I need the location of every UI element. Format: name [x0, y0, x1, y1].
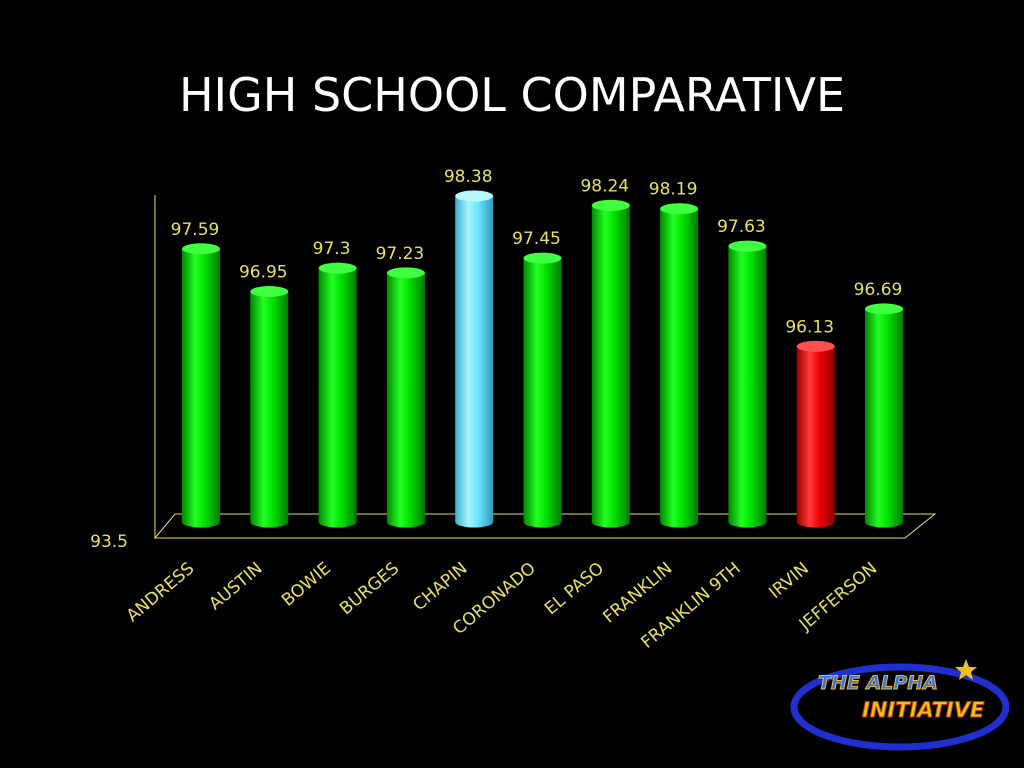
data-label: 98.24	[580, 176, 629, 196]
x-tick-label: BURGES	[336, 559, 403, 620]
chart-value-labels: 97.59 96.95 97.3 97.23 98.38 97.45 98.24 98.19 9…	[171, 167, 903, 337]
bar	[455, 190, 494, 528]
x-tick-label: CHAPIN	[409, 559, 471, 616]
x-tick-label: BOWIE	[278, 559, 335, 611]
y-tick-label: 93.5	[90, 532, 128, 552]
bar	[865, 303, 903, 528]
chart-floor	[153, 513, 937, 539]
bar	[250, 286, 289, 528]
bar	[728, 240, 767, 528]
data-label: 96.95	[239, 263, 288, 283]
x-tick-label: ANDRESS	[123, 559, 198, 627]
x-tick-label: IRVIN	[765, 559, 813, 603]
logo-line1: THE ALPHA	[818, 672, 938, 694]
bar	[523, 252, 562, 528]
chart-title: HIGH SCHOOL COMPARATIVE	[178, 68, 846, 122]
alpha-initiative-logo: THE ALPHA INITIATIVE	[790, 659, 1010, 751]
data-label: 96.13	[785, 317, 834, 337]
data-label: 98.38	[444, 167, 493, 187]
logo-line2: INITIATIVE	[862, 698, 985, 722]
bar	[660, 203, 699, 528]
bar	[796, 340, 835, 528]
data-label: 97.23	[376, 244, 425, 264]
bar	[386, 267, 425, 528]
data-label: 97.63	[717, 217, 766, 237]
data-label: 97.45	[512, 229, 561, 249]
x-tick-label: AUSTIN	[205, 559, 266, 615]
data-label: 97.59	[171, 220, 220, 240]
data-label: 96.69	[854, 280, 903, 300]
chart-axes: 93.5	[90, 195, 937, 552]
bar	[591, 199, 630, 528]
data-label: 97.3	[313, 239, 351, 259]
bar	[318, 262, 357, 528]
chart-bars	[182, 190, 903, 528]
bar	[182, 243, 220, 528]
x-tick-label: EL PASO	[541, 559, 608, 620]
data-label: 98.19	[649, 180, 698, 200]
